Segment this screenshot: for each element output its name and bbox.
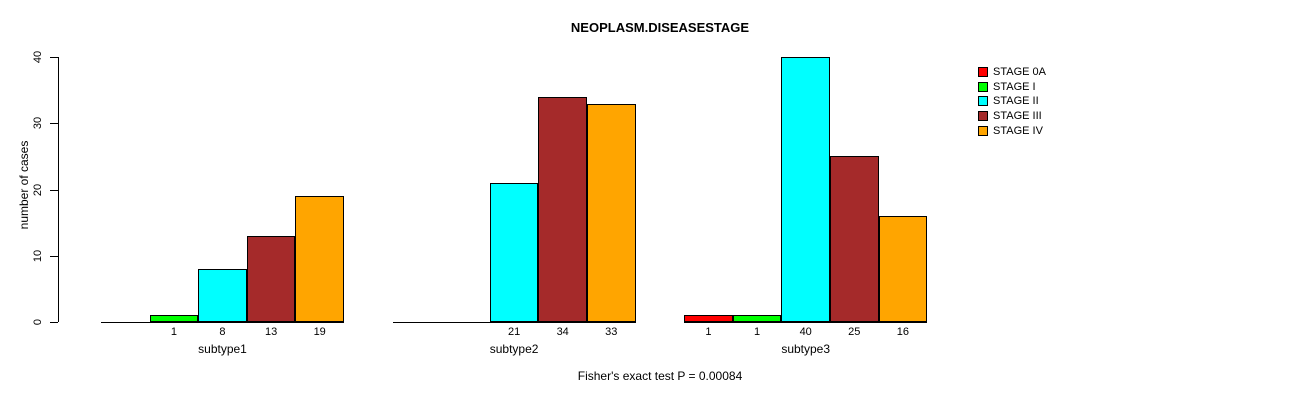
bar-stage-iv-subtype3 [878, 216, 928, 322]
legend-item-stage-iv: STAGE IV [978, 125, 1043, 137]
bar-stage-iii-subtype1 [246, 236, 296, 322]
y-axis-line [58, 57, 59, 322]
bar-value-label: 16 [896, 326, 910, 338]
y-tick [50, 189, 58, 191]
bar-stage-ii-subtype3 [781, 57, 830, 322]
legend-label: STAGE IV [993, 124, 1043, 137]
y-tick-label: 30 [32, 117, 44, 130]
stat-annotation: Fisher's exact test P = 0.00084 [577, 369, 743, 383]
y-tick-label: 10 [32, 249, 44, 262]
legend-swatch-icon [978, 96, 988, 107]
legend-label: STAGE 0A [993, 66, 1046, 78]
bar-stage-i-subtype3 [732, 315, 782, 322]
y-tick [50, 322, 58, 323]
bar-stage-i-subtype1 [149, 315, 199, 322]
legend-swatch-icon [978, 81, 988, 92]
group-baseline [392, 322, 636, 323]
y-tick [50, 57, 58, 59]
chart-title: NEOPLASM.DISEASESTAGE [570, 20, 750, 35]
bar-stage-0a-subtype3 [684, 315, 733, 322]
legend-label: STAGE I [993, 80, 1036, 93]
bar-stage-iv-subtype1 [295, 196, 344, 322]
y-tick-label: 20 [32, 183, 44, 196]
x-category-label-subtype1: subtype1 [198, 342, 247, 356]
y-tick-label: 0 [32, 318, 44, 326]
bar-value-label: 13 [264, 326, 278, 338]
bar-value-label: 1 [754, 326, 761, 338]
bar-value-label: 19 [313, 326, 326, 338]
bar-value-label: 1 [170, 326, 177, 338]
bar-value-label: 25 [848, 326, 861, 338]
bar-stage-ii-subtype2 [489, 183, 539, 322]
x-category-label-subtype3: subtype3 [781, 342, 831, 356]
bar-value-label: 33 [605, 326, 618, 338]
bar-value-label: 40 [799, 326, 812, 338]
bar-value-label: 1 [705, 326, 712, 338]
bar-stage-iii-subtype2 [538, 97, 587, 322]
y-tick-label: 40 [32, 51, 44, 64]
x-category-label-subtype2: subtype2 [489, 342, 539, 356]
group-baseline [101, 322, 344, 323]
bar-stage-iii-subtype3 [830, 156, 879, 322]
legend-swatch-icon [978, 125, 988, 136]
bar-stage-iv-subtype2 [587, 104, 636, 322]
legend-item-stage-i: STAGE I [978, 81, 1036, 93]
bar-value-label: 8 [219, 326, 226, 338]
group-baseline [684, 322, 928, 323]
legend-swatch-icon [978, 111, 988, 122]
y-tick [50, 123, 58, 125]
legend-item-stage-ii: STAGE II [978, 95, 1039, 107]
legend-item-stage-0a: STAGE 0A [978, 66, 1046, 78]
y-tick [50, 255, 58, 257]
legend-item-stage-iii: STAGE III [978, 110, 1042, 122]
bar-stage-ii-subtype1 [198, 269, 247, 322]
legend-label: STAGE II [993, 95, 1039, 108]
legend-swatch-icon [978, 67, 988, 77]
bar-value-label: 34 [556, 326, 569, 338]
bar-value-label: 21 [507, 326, 521, 338]
legend-label: STAGE III [993, 110, 1042, 123]
